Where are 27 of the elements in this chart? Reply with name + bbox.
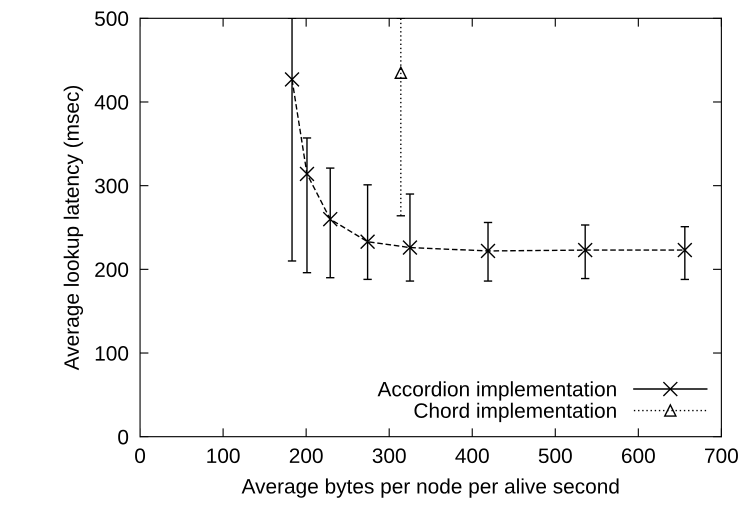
- point: [402, 240, 418, 256]
- y-tick-label: 100: [96, 346, 128, 361]
- point: [284, 72, 300, 88]
- point: [578, 242, 593, 258]
- x-tick-label: 700: [705, 448, 738, 464]
- x-tick-label: 100: [207, 448, 240, 464]
- y-tick-label: 400: [94, 94, 128, 110]
- y-tick-label: 300: [94, 178, 128, 194]
- x-tick-label: 500: [538, 448, 572, 464]
- y-tick-label: 0: [118, 430, 128, 444]
- x-tick-label: 0: [135, 448, 146, 464]
- x-tick-label: 200: [290, 448, 323, 464]
- x-tick-label: 400: [455, 448, 489, 464]
- x-axis-title: Average bytes per node per alive second: [242, 478, 619, 498]
- point: [299, 166, 315, 182]
- point: [677, 242, 692, 258]
- y-tick-label: 500: [95, 11, 128, 26]
- legend-label: Chord implementation: [414, 402, 616, 422]
- x-tick-label: 600: [622, 448, 655, 464]
- y-axis-title: Average lookup latency (msec): [64, 86, 84, 370]
- x-tick-label: 300: [372, 448, 406, 464]
- point: [480, 243, 496, 259]
- point: [360, 234, 376, 250]
- point: [322, 212, 338, 227]
- legend-label: Accordion implementation: [378, 381, 616, 401]
- point: [394, 66, 408, 79]
- y-tick-label: 200: [95, 262, 128, 278]
